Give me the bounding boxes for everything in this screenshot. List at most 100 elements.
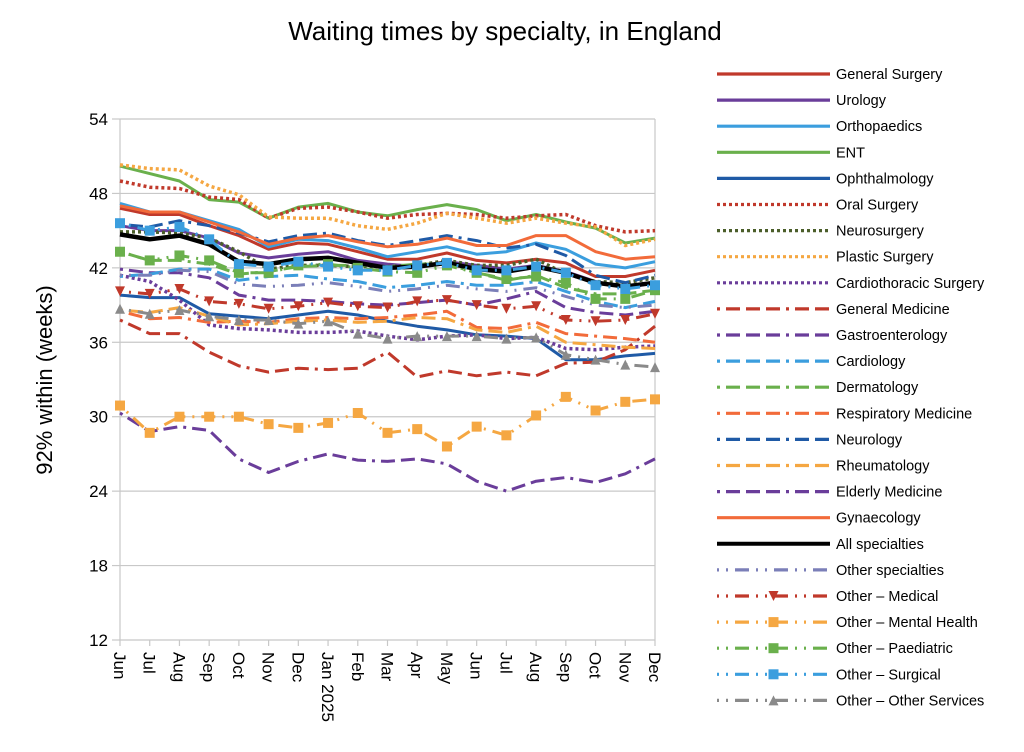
- legend-item: Other – Other Services: [717, 693, 984, 709]
- legend-item: Neurology: [717, 432, 903, 448]
- legend-label: Neurology: [836, 432, 903, 448]
- legend-label: Orthopaedics: [836, 119, 922, 135]
- series-other-specialties: [120, 268, 656, 310]
- legend-item: Respiratory Medicine: [717, 406, 972, 422]
- series-respiratory-medicine: [119, 309, 656, 344]
- legend-item: Gynaecology: [717, 511, 921, 527]
- data-point-square: [323, 417, 334, 428]
- data-point-square: [531, 410, 542, 421]
- legend-item: Gastroenterology: [717, 328, 948, 344]
- data-point-square: [263, 267, 274, 278]
- legend-item: Urology: [717, 93, 887, 109]
- data-point-square: [174, 411, 185, 422]
- legend-label: General Medicine: [836, 302, 950, 318]
- series-line: [118, 395, 656, 448]
- x-tick-label: Jun: [110, 652, 129, 679]
- data-point-triangle-up: [590, 354, 601, 365]
- data-point-triangle-down: [204, 296, 215, 307]
- data-point-square: [412, 260, 423, 271]
- data-point-square: [560, 277, 571, 288]
- x-tick-label: Sep: [199, 652, 218, 682]
- x-tick-label: Dec: [288, 652, 307, 683]
- legend-label: Other – Mental Health: [836, 615, 978, 631]
- series-gastroenterology: [119, 267, 656, 317]
- data-point-square: [263, 261, 274, 272]
- legend-item: General Medicine: [717, 302, 950, 318]
- x-axis-ticks: Jun Jul Aug Sep Oct Nov Dec Jan 2025 Feb Mar Apr Ma…: [110, 640, 664, 722]
- x-tick-label: Oct: [586, 652, 605, 679]
- x-tick-label: Jul: [140, 652, 159, 674]
- y-tick-label: 42: [89, 259, 108, 278]
- data-point-square: [233, 267, 244, 278]
- legend-item: Neurosurgery: [717, 224, 925, 240]
- x-tick-label: Nov: [615, 652, 634, 683]
- legend-item: Rheumatology: [717, 459, 930, 475]
- data-point-square: [293, 422, 304, 433]
- data-point-square: [650, 394, 660, 405]
- data-point-triangle-up: [263, 314, 274, 325]
- chart-title: Waiting times by specialty, in England: [288, 16, 722, 46]
- legend-label: Gastroenterology: [836, 328, 948, 344]
- x-tick-label: Aug: [169, 652, 188, 682]
- series-plastic-surgery: [119, 163, 656, 248]
- legend-item: ENT: [717, 145, 865, 161]
- series-elderly-medicine: [119, 411, 656, 493]
- y-tick-label: 36: [89, 333, 108, 352]
- data-point-square: [204, 255, 215, 266]
- legend-label: Urology: [836, 93, 887, 109]
- data-point-square: [471, 421, 482, 432]
- legend-label: Cardiology: [836, 354, 906, 370]
- data-point-square: [144, 427, 155, 438]
- y-tick-label: 18: [89, 557, 108, 576]
- data-point-triangle-up: [531, 332, 542, 343]
- data-point-square: [441, 441, 452, 452]
- legend: General Surgery Urology Orthopaedics ENT Oph…: [717, 67, 985, 709]
- legend-item: Other – Paediatric: [717, 641, 953, 657]
- data-point-triangle-up: [352, 328, 363, 339]
- x-tick-label: May: [437, 652, 456, 685]
- legend-label: Other – Medical: [836, 589, 938, 605]
- data-point-square: [144, 255, 155, 266]
- data-point-triangle-down: [590, 316, 601, 327]
- series-general-medicine: [119, 318, 656, 379]
- data-point-square: [412, 424, 423, 435]
- data-point-square: [590, 293, 601, 304]
- x-tick-label: Jul: [496, 652, 515, 674]
- y-tick-label: 48: [89, 184, 108, 203]
- legend-item: Elderly Medicine: [717, 485, 942, 501]
- legend-item: All specialties: [717, 537, 924, 553]
- data-point-square: [263, 419, 274, 430]
- series-other-surgical: [115, 218, 660, 294]
- data-point-triangle-up: [620, 359, 631, 370]
- legend-label: Ophthalmology: [836, 171, 934, 187]
- data-point-square: [233, 259, 244, 270]
- data-point-square: [560, 391, 571, 402]
- data-point-triangle-up: [412, 331, 423, 342]
- data-point-square: [352, 407, 363, 418]
- data-point-triangle-up: [293, 318, 304, 329]
- legend-label: Oral Surgery: [836, 198, 919, 214]
- legend-item: Other – Medical: [717, 589, 938, 605]
- legend-label: Other – Other Services: [836, 693, 984, 709]
- series-oral-surgery: [119, 179, 656, 234]
- x-tick-label: Jan 2025: [318, 652, 337, 722]
- y-tick-label: 30: [89, 408, 108, 427]
- data-point-square: [531, 261, 542, 272]
- legend-item: Orthopaedics: [717, 119, 922, 135]
- data-point-square: [768, 643, 779, 654]
- x-tick-label: Jun: [467, 652, 486, 679]
- series-line: [119, 219, 656, 285]
- x-tick-label: Mar: [378, 652, 397, 682]
- data-point-triangle-up: [144, 308, 155, 319]
- series-other-other-services: [115, 303, 660, 373]
- x-tick-label: Feb: [348, 652, 367, 681]
- legend-label: Other specialties: [836, 563, 944, 579]
- x-tick-label: Aug: [526, 652, 545, 682]
- x-tick-label: Nov: [259, 652, 278, 683]
- data-point-square: [590, 280, 601, 291]
- legend-label: Respiratory Medicine: [836, 406, 972, 422]
- data-point-square: [382, 265, 393, 276]
- data-point-square: [352, 265, 363, 276]
- data-point-square: [323, 261, 334, 272]
